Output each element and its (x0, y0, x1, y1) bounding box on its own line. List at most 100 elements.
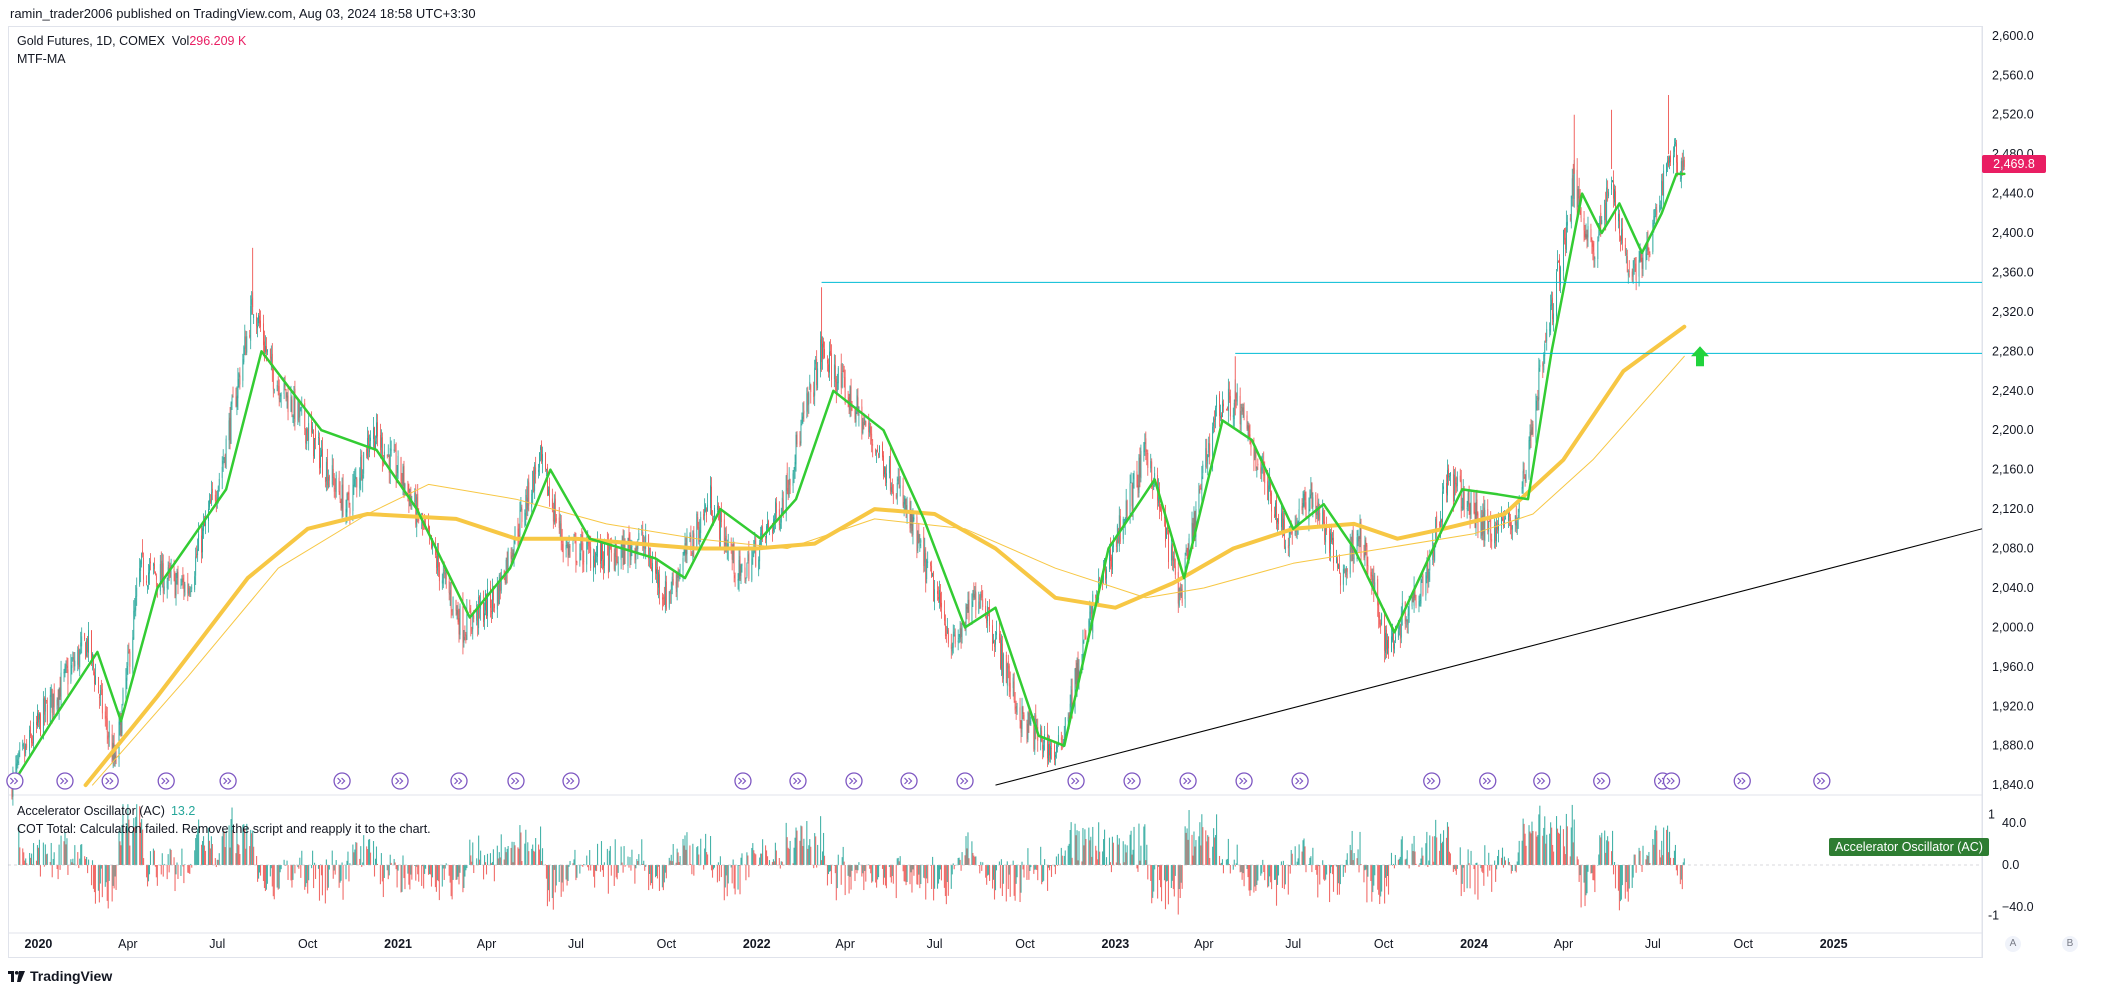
candle-body (1640, 253, 1642, 261)
oscillator-bar (480, 850, 482, 865)
oscillator-bar (18, 826, 20, 865)
oscillator-bar (528, 851, 530, 865)
oscillator-bar (939, 865, 942, 870)
time-tick-label: Oct (1734, 937, 1754, 951)
candle-body (541, 443, 542, 461)
oscillator-bar (1516, 861, 1518, 865)
oscillator-bar (347, 851, 349, 865)
candle-body (1404, 602, 1406, 624)
oscillator-bar (917, 865, 919, 885)
ac-legend[interactable]: Accelerator Oscillator (AC) 13.2 (17, 804, 195, 818)
candle-body (1668, 157, 1669, 166)
oscillator-bar (1452, 865, 1454, 873)
candle-body (1587, 226, 1589, 238)
candle-body (891, 485, 893, 493)
candle-body (663, 596, 665, 605)
oscillator-bar (1635, 865, 1637, 873)
candle-body (269, 348, 271, 359)
candle-body (542, 454, 543, 462)
oscillator-bar (1563, 846, 1565, 865)
oscillator-bar (1497, 856, 1499, 865)
oscillator-bar (204, 850, 207, 865)
oscillator-bar (807, 848, 809, 865)
oscillator-bar (1544, 816, 1546, 865)
oscillator-bar (135, 816, 137, 865)
oscillator-bar (1363, 865, 1365, 883)
oscillator-bar (837, 854, 839, 865)
candle-body (65, 664, 67, 666)
candle-body (1433, 544, 1435, 558)
oscillator-bar (111, 865, 113, 902)
candle-body (569, 546, 571, 548)
candle-body (1466, 508, 1468, 509)
candle-body (1248, 425, 1250, 439)
oscillator-bar (1160, 865, 1163, 902)
oscillator-bar (1143, 826, 1145, 865)
oscillator-bar (1126, 845, 1128, 865)
oscillator-bar (910, 865, 912, 873)
candle-body (1400, 613, 1402, 638)
candle-body (1461, 506, 1463, 509)
oscillator-bar (1412, 851, 1414, 865)
candle-body (1677, 162, 1678, 175)
corner-button-a[interactable]: A (2005, 936, 2021, 952)
ma-indicator-legend[interactable]: MTF-MA (17, 52, 66, 66)
main-legend[interactable]: Gold Futures, 1D, COMEX Vol296.209 K (17, 34, 246, 48)
oscillator-bar (958, 857, 960, 865)
candle-body (101, 689, 103, 714)
corner-button-b[interactable]: B (2062, 936, 2078, 952)
oscillator-bar (269, 865, 271, 877)
candle-body (17, 761, 19, 763)
oscillator-bar (1316, 865, 1318, 875)
oscillator-bar (510, 847, 512, 865)
candle-body (197, 549, 199, 556)
candle-body (74, 660, 76, 667)
oscillator-bar (696, 847, 698, 865)
candle-body (1048, 744, 1049, 761)
oscillator-bar (600, 841, 603, 865)
candle-body (855, 412, 857, 423)
oscillator-bar (42, 842, 44, 865)
oscillator-bar (959, 859, 961, 865)
oscillator-bar (1164, 865, 1167, 910)
candle-body (1287, 545, 1289, 549)
tradingview-logo[interactable]: TradingView (8, 968, 112, 984)
oscillator-bar (1163, 865, 1166, 881)
candle-body (50, 688, 52, 698)
candle-body (774, 501, 776, 520)
oscillator-bar (1296, 861, 1298, 865)
oscillator-bar (1552, 844, 1554, 865)
candle-body (1027, 712, 1029, 740)
oscillator-bar (1208, 836, 1210, 865)
oscillator-bar (1537, 835, 1539, 865)
candle-body (1233, 402, 1235, 420)
candle-body (263, 323, 264, 346)
oscillator-bar (1422, 855, 1424, 865)
oscillator-bar (434, 865, 436, 888)
candle-body (909, 501, 911, 529)
oscillator-bar (540, 861, 543, 865)
candle-body (290, 397, 292, 412)
oscillator-bar (1542, 835, 1544, 865)
candle-body (1326, 526, 1328, 532)
oscillator-bar (601, 865, 604, 871)
candle-body (919, 543, 921, 547)
oscillator-bar (815, 836, 817, 865)
oscillator-bar (1263, 865, 1265, 873)
oscillator-bar (513, 841, 515, 865)
candle-body (458, 618, 460, 635)
candle-body (995, 638, 996, 645)
oscillator-bar (1209, 857, 1211, 865)
oscillator-bar (506, 848, 508, 865)
oscillator-bar (778, 858, 780, 865)
candle-body (850, 386, 852, 407)
candle-body (64, 666, 66, 673)
candle-body (1580, 210, 1582, 219)
oscillator-bar (340, 865, 342, 881)
oscillator-bar (519, 825, 521, 865)
candle-body (1649, 253, 1651, 256)
oscillator-bar (1460, 865, 1462, 897)
oscillator-bar (924, 865, 926, 879)
candle-body (566, 545, 568, 547)
